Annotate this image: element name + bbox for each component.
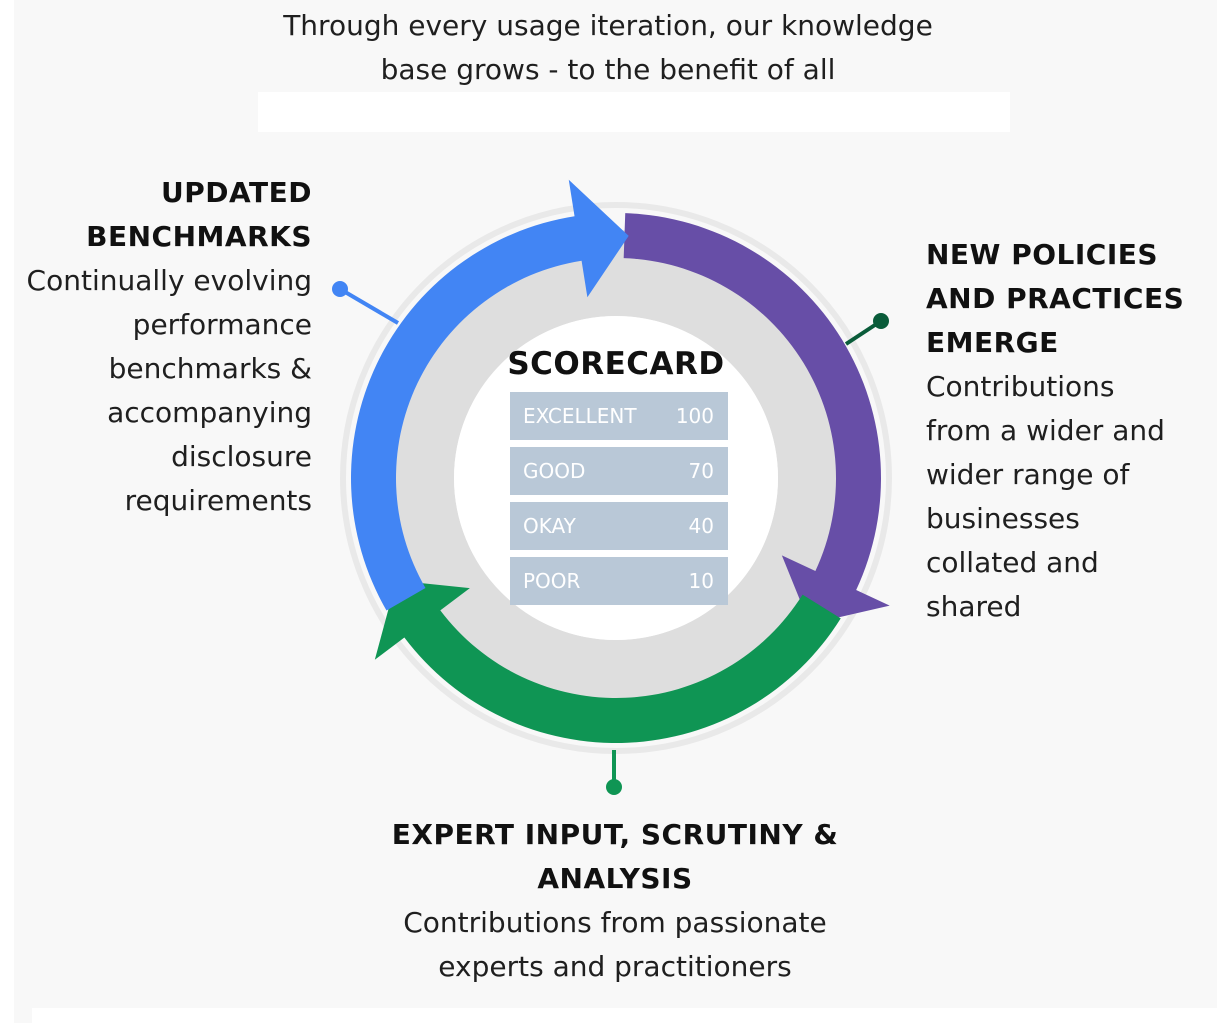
block-heading: ANALYSIS <box>537 862 693 895</box>
block-text: businesses <box>926 502 1080 535</box>
cycle-arrow-green <box>374 580 841 743</box>
spacer-strip <box>258 92 1010 132</box>
block-text: disclosure <box>171 440 312 473</box>
block-heading: EMERGE <box>926 326 1059 359</box>
connector-dot-benchmarks <box>332 281 348 297</box>
block-text: Contributions <box>926 370 1115 403</box>
connector-dot-policies <box>873 313 889 329</box>
cycle-arrow-blue <box>351 179 629 611</box>
block-heading: AND PRACTICES <box>926 282 1185 315</box>
scorecard-value: 40 <box>688 514 714 538</box>
intro-line: Through every usage iteration, our knowl… <box>283 9 933 42</box>
intro-line: base grows - to the benefit of all <box>380 53 836 86</box>
scorecard-label: GOOD <box>523 459 586 483</box>
new-policies-block: NEW POLICIES AND PRACTICES EMERGE Contri… <box>926 233 1216 629</box>
scorecard-label: EXCELLENT <box>523 404 637 428</box>
block-text: Contributions from passionate <box>403 906 827 939</box>
block-text: shared <box>926 590 1022 623</box>
expert-input-block: EXPERT INPUT, SCRUTINY & ANALYSIS Contri… <box>360 813 870 989</box>
updated-benchmarks-block: UPDATED BENCHMARKS Continually evolving … <box>0 171 312 523</box>
block-text: wider range of <box>926 458 1130 491</box>
block-text: benchmarks & <box>108 352 312 385</box>
block-text: accompanying <box>107 396 312 429</box>
block-heading: UPDATED <box>161 176 312 209</box>
block-text: from a wider and <box>926 414 1165 447</box>
scorecard-title: SCORECARD <box>507 346 725 382</box>
scorecard-label: POOR <box>523 569 581 593</box>
block-text: Continually evolving <box>26 264 312 297</box>
scorecard-table: EXCELLENT 100 GOOD 70 OKAY 40 POOR 10 <box>510 392 728 612</box>
scorecard-row: OKAY 40 <box>510 502 728 550</box>
connector-line-benchmarks <box>338 287 400 325</box>
block-heading: BENCHMARKS <box>86 220 312 253</box>
background-footer <box>32 1008 1217 1023</box>
scorecard-value: 70 <box>688 459 714 483</box>
block-heading: EXPERT INPUT, SCRUTINY & <box>391 818 839 851</box>
cycle-arrows <box>351 179 890 743</box>
block-text: experts and practitioners <box>438 950 792 983</box>
connector-dot-expert <box>606 779 622 795</box>
scorecard-row: EXCELLENT 100 <box>510 392 728 440</box>
scorecard-value: 10 <box>688 569 714 593</box>
block-text: performance <box>132 308 312 341</box>
scorecard-row: GOOD 70 <box>510 447 728 495</box>
scorecard-label: OKAY <box>523 514 576 538</box>
cycle-arrow-purple <box>623 213 890 624</box>
intro-text: Through every usage iteration, our knowl… <box>200 4 1016 92</box>
block-text: collated and <box>926 546 1099 579</box>
scorecard-value: 100 <box>675 404 714 428</box>
block-heading: NEW POLICIES <box>926 238 1159 271</box>
scorecard-row: POOR 10 <box>510 557 728 605</box>
inner-ring <box>368 230 864 726</box>
block-text: requirements <box>124 484 312 517</box>
